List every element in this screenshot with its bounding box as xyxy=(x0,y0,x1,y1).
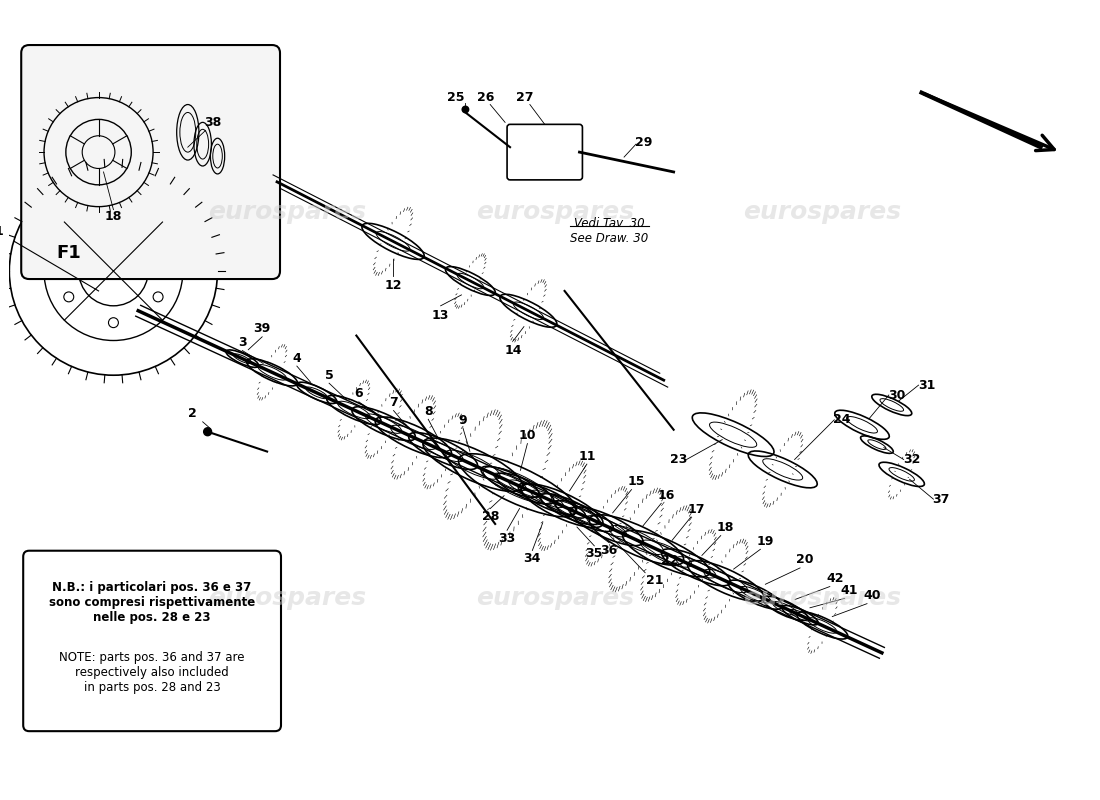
Text: Vedi Tav. 30
See Draw. 30: Vedi Tav. 30 See Draw. 30 xyxy=(570,218,648,246)
Text: N.B.: i particolari pos. 36 e 37
sono compresi rispettivamente
nelle pos. 28 e 2: N.B.: i particolari pos. 36 e 37 sono co… xyxy=(50,582,255,625)
Text: NOTE: parts pos. 36 and 37 are
respectively also included
in parts pos. 28 and 2: NOTE: parts pos. 36 and 37 are respectiv… xyxy=(59,651,245,694)
Text: 41: 41 xyxy=(840,584,858,597)
Text: 4: 4 xyxy=(293,352,301,365)
Text: eurospares: eurospares xyxy=(744,200,901,224)
Text: 30: 30 xyxy=(888,389,905,402)
Circle shape xyxy=(204,428,211,436)
Text: 31: 31 xyxy=(917,378,935,392)
Text: 18: 18 xyxy=(104,210,122,223)
Text: 37: 37 xyxy=(933,493,950,506)
Text: 13: 13 xyxy=(432,310,449,322)
Text: 3: 3 xyxy=(238,336,246,349)
Text: F1: F1 xyxy=(56,244,81,262)
Text: 6: 6 xyxy=(354,387,363,401)
Circle shape xyxy=(462,106,470,114)
Text: 17: 17 xyxy=(688,502,705,515)
Text: 34: 34 xyxy=(524,552,541,565)
FancyBboxPatch shape xyxy=(21,45,280,279)
Text: eurospares: eurospares xyxy=(475,200,634,224)
Text: 28: 28 xyxy=(482,510,499,523)
Text: 8: 8 xyxy=(424,405,432,418)
Text: 22: 22 xyxy=(661,554,679,567)
Text: 35: 35 xyxy=(585,547,603,560)
Text: 33: 33 xyxy=(498,532,516,545)
Text: 9: 9 xyxy=(459,414,468,426)
Text: 2: 2 xyxy=(188,407,197,420)
Text: 26: 26 xyxy=(476,91,494,104)
Text: eurospares: eurospares xyxy=(744,586,901,610)
Text: 32: 32 xyxy=(903,453,921,466)
Text: 12: 12 xyxy=(384,279,402,293)
Text: 14: 14 xyxy=(505,344,522,357)
Text: 39: 39 xyxy=(253,322,271,335)
Text: 19: 19 xyxy=(757,535,774,548)
Text: 1: 1 xyxy=(0,225,3,238)
Text: 20: 20 xyxy=(796,554,814,566)
Text: 29: 29 xyxy=(635,136,652,149)
Text: 7: 7 xyxy=(389,396,398,409)
Text: 27: 27 xyxy=(516,91,534,104)
Text: eurospares: eurospares xyxy=(208,200,366,224)
Text: 36: 36 xyxy=(601,544,618,558)
Text: 11: 11 xyxy=(579,450,595,462)
Text: 38: 38 xyxy=(204,116,221,129)
Text: 16: 16 xyxy=(658,489,675,502)
Text: 15: 15 xyxy=(628,475,646,488)
Text: eurospares: eurospares xyxy=(475,586,634,610)
Text: 23: 23 xyxy=(670,453,688,466)
FancyBboxPatch shape xyxy=(23,550,281,731)
Text: eurospares: eurospares xyxy=(208,586,366,610)
Text: 10: 10 xyxy=(518,429,536,442)
Text: 21: 21 xyxy=(647,574,663,587)
Text: 40: 40 xyxy=(864,590,881,602)
Text: 25: 25 xyxy=(447,91,464,104)
Text: 18: 18 xyxy=(717,521,735,534)
Text: 5: 5 xyxy=(324,369,333,382)
Text: 24: 24 xyxy=(834,414,851,426)
Text: 42: 42 xyxy=(826,572,844,585)
